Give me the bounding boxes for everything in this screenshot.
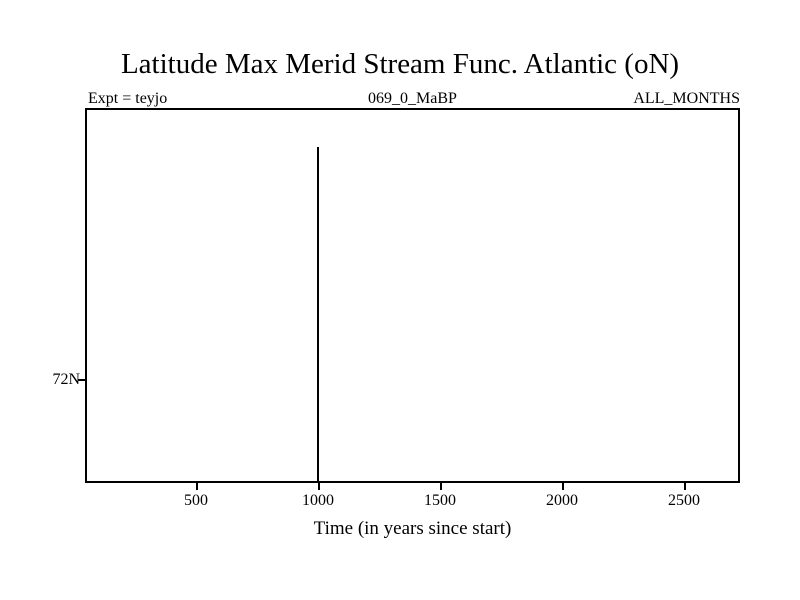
y-tick-mark-72n: [78, 379, 85, 381]
x-axis-title: Time (in years since start): [313, 518, 512, 539]
x-tick-mark-1000: [318, 483, 320, 490]
months-label: ALL_MONTHS: [633, 90, 740, 107]
dataset-label: 069_0_MaBP: [368, 90, 457, 107]
x-tick-label-2000: 2000: [546, 492, 578, 509]
experiment-label: Expt = teyjo: [88, 90, 168, 107]
x-tick-mark-2000: [562, 483, 564, 490]
chart-title: Latitude Max Merid Stream Func. Atlantic…: [120, 48, 680, 80]
x-tick-mark-1500: [440, 483, 442, 490]
x-tick-label-500: 500: [184, 492, 208, 509]
x-tick-label-2500: 2500: [668, 492, 700, 509]
plot-area: [85, 108, 740, 483]
x-tick-label-1000: 1000: [302, 492, 334, 509]
x-tick-label-1500: 1500: [424, 492, 456, 509]
x-tick-mark-500: [196, 483, 198, 490]
y-tick-label-72n: 72N: [52, 371, 80, 388]
x-tick-mark-2500: [684, 483, 686, 490]
spike-line: [317, 147, 319, 481]
